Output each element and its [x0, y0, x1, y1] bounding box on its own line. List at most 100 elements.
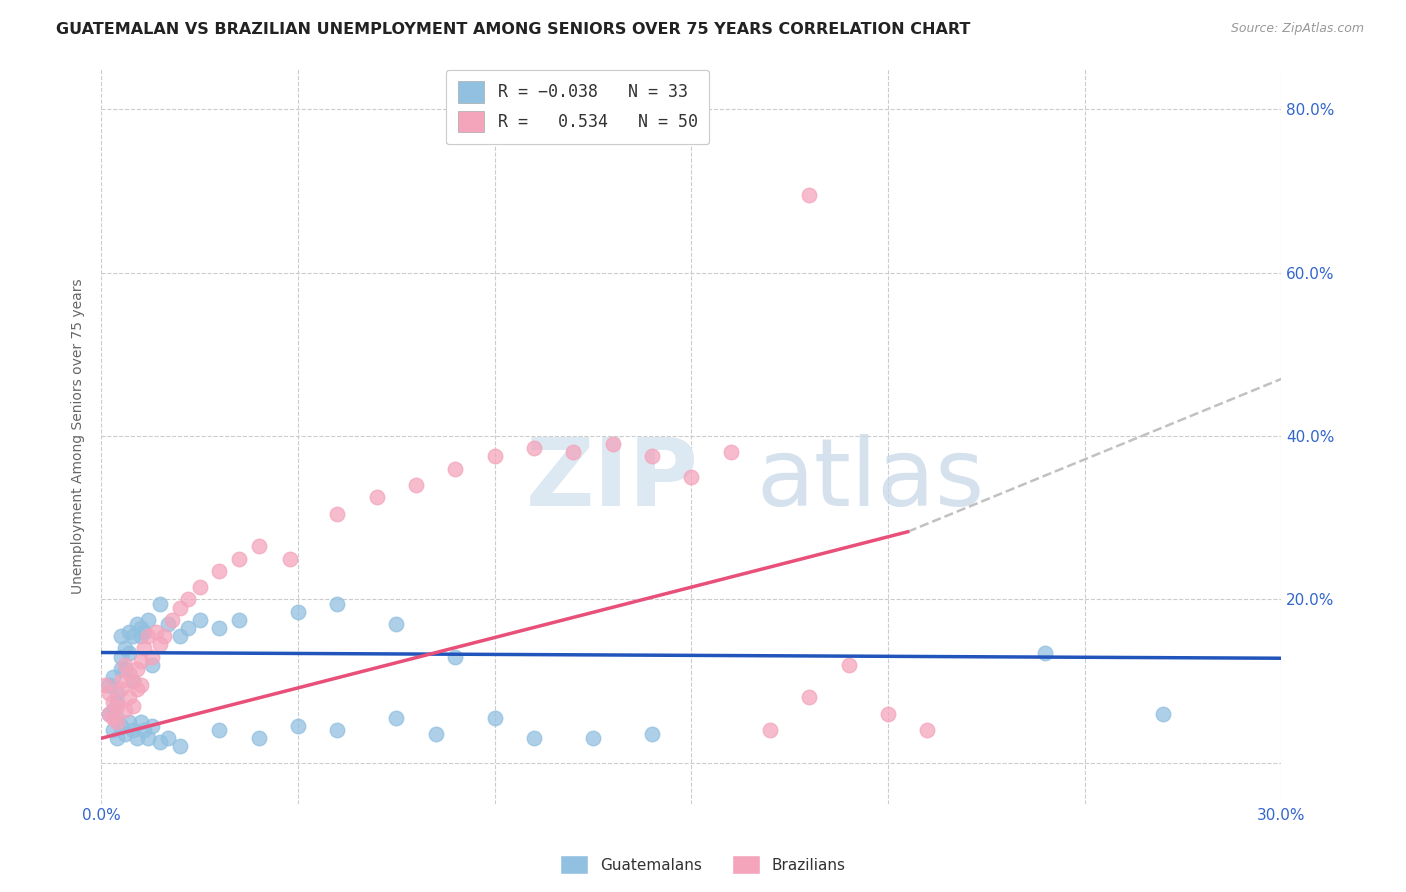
Point	[169, 629, 191, 643]
Point	[877, 706, 900, 721]
Point	[157, 616, 180, 631]
Point	[129, 621, 152, 635]
Point	[247, 731, 270, 746]
Point	[101, 723, 124, 738]
Point	[157, 731, 180, 746]
Point	[141, 649, 163, 664]
Point	[110, 629, 132, 643]
Point	[177, 592, 200, 607]
Point	[114, 657, 136, 672]
Point	[98, 678, 121, 692]
Point	[582, 731, 605, 746]
Point	[188, 580, 211, 594]
Point	[125, 662, 148, 676]
Point	[523, 442, 546, 456]
Legend: R = −0.038   N = 33, R =   0.534   N = 50: R = −0.038 N = 33, R = 0.534 N = 50	[446, 70, 709, 144]
Point	[641, 727, 664, 741]
Point	[110, 662, 132, 676]
Point	[141, 719, 163, 733]
Point	[138, 629, 160, 643]
Point	[1035, 646, 1057, 660]
Point	[287, 719, 309, 733]
Point	[149, 735, 172, 749]
Point	[121, 698, 143, 713]
Text: atlas: atlas	[756, 434, 984, 526]
Point	[118, 646, 141, 660]
Point	[118, 714, 141, 729]
Point	[444, 461, 467, 475]
Point	[105, 694, 128, 708]
Point	[149, 597, 172, 611]
Point	[799, 188, 821, 202]
Text: GUATEMALAN VS BRAZILIAN UNEMPLOYMENT AMONG SENIORS OVER 75 YEARS CORRELATION CHA: GUATEMALAN VS BRAZILIAN UNEMPLOYMENT AMO…	[56, 22, 970, 37]
Point	[484, 711, 506, 725]
Point	[1152, 706, 1174, 721]
Point	[105, 711, 128, 725]
Y-axis label: Unemployment Among Seniors over 75 years: Unemployment Among Seniors over 75 years	[72, 278, 86, 594]
Point	[169, 739, 191, 754]
Point	[105, 686, 128, 700]
Point	[138, 731, 160, 746]
Point	[118, 665, 141, 680]
Point	[385, 711, 408, 725]
Point	[101, 711, 124, 725]
Text: ZIP: ZIP	[526, 434, 699, 526]
Legend: Guatemalans, Brazilians: Guatemalans, Brazilians	[554, 849, 852, 880]
Point	[94, 678, 117, 692]
Point	[141, 657, 163, 672]
Point	[101, 694, 124, 708]
Point	[129, 654, 152, 668]
Point	[208, 723, 231, 738]
Text: Source: ZipAtlas.com: Source: ZipAtlas.com	[1230, 22, 1364, 36]
Point	[121, 674, 143, 689]
Point	[105, 698, 128, 713]
Point	[247, 539, 270, 553]
Point	[98, 706, 121, 721]
Point	[759, 723, 782, 738]
Point	[114, 727, 136, 741]
Point	[326, 723, 349, 738]
Point	[110, 719, 132, 733]
Point	[145, 625, 167, 640]
Point	[134, 641, 156, 656]
Point	[110, 682, 132, 697]
Point	[125, 682, 148, 697]
Point	[562, 445, 585, 459]
Point	[149, 637, 172, 651]
Point	[405, 478, 427, 492]
Point	[125, 731, 148, 746]
Point	[366, 491, 388, 505]
Point	[105, 731, 128, 746]
Point	[110, 649, 132, 664]
Point	[125, 616, 148, 631]
Point	[602, 437, 624, 451]
Point	[484, 450, 506, 464]
Point	[444, 649, 467, 664]
Point	[153, 629, 176, 643]
Point	[385, 616, 408, 631]
Point	[188, 613, 211, 627]
Point	[326, 507, 349, 521]
Point	[105, 714, 128, 729]
Point	[287, 605, 309, 619]
Point	[134, 625, 156, 640]
Point	[169, 600, 191, 615]
Point	[160, 613, 183, 627]
Point	[134, 723, 156, 738]
Point	[98, 686, 121, 700]
Point	[138, 613, 160, 627]
Point	[681, 470, 703, 484]
Point	[121, 723, 143, 738]
Point	[129, 629, 152, 643]
Point	[121, 674, 143, 689]
Point	[101, 703, 124, 717]
Point	[720, 445, 742, 459]
Point	[425, 727, 447, 741]
Point	[121, 629, 143, 643]
Point	[129, 714, 152, 729]
Point	[228, 613, 250, 627]
Point	[838, 657, 860, 672]
Point	[208, 564, 231, 578]
Point	[118, 690, 141, 705]
Point	[98, 706, 121, 721]
